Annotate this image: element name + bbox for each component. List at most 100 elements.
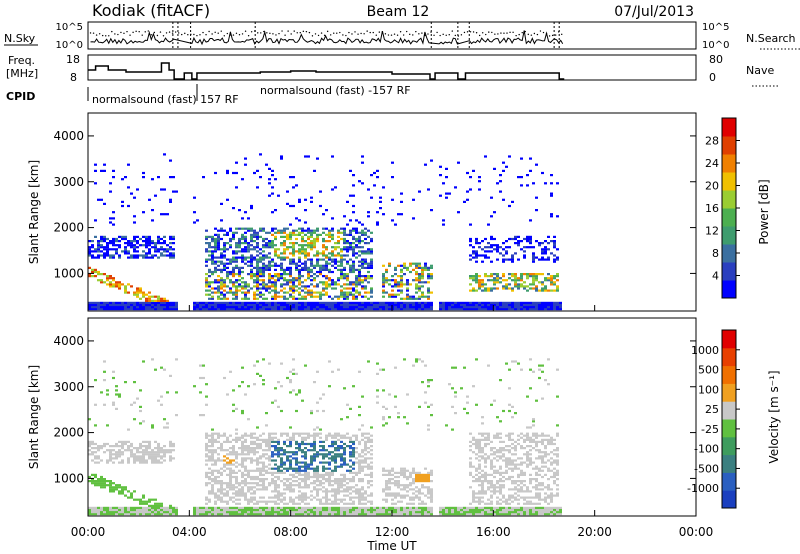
velocity-cell: [169, 513, 172, 516]
power-cell: [295, 262, 298, 265]
velocity-cell: [391, 502, 394, 505]
power-cell: [217, 291, 220, 294]
velocity-cell: [460, 513, 463, 516]
velocity-cell: [163, 449, 166, 452]
power-cell: [265, 256, 268, 259]
velocity-cell: [292, 511, 295, 514]
power-cell: [505, 301, 508, 304]
velocity-cell: [289, 370, 292, 373]
velocity-cell: [343, 480, 346, 483]
velocity-cell: [337, 453, 340, 456]
power-cell: [523, 287, 526, 290]
velocity-cell: [244, 482, 247, 485]
power-cell: [370, 174, 373, 177]
velocity-cell: [376, 508, 379, 512]
power-cell: [133, 237, 136, 241]
velocity-cell: [460, 506, 463, 509]
velocity-cell: [295, 440, 298, 443]
power-cell: [304, 306, 307, 309]
power-cell: [256, 250, 259, 253]
velocity-cell: [151, 449, 154, 452]
velocity-cell: [304, 432, 307, 435]
velocity-cell: [235, 471, 238, 474]
power-cell: [265, 231, 268, 234]
power-cell: [343, 268, 346, 271]
power-cell: [505, 165, 508, 168]
velocity-cell: [118, 484, 121, 487]
nsearch-point: [396, 34, 399, 36]
power-cell: [478, 308, 481, 311]
velocity-cell: [235, 492, 238, 495]
power-cell: [196, 303, 199, 307]
velocity-cell: [238, 490, 241, 493]
power-cell: [298, 273, 301, 276]
velocity-cell: [442, 511, 445, 514]
power-cell: [388, 306, 391, 309]
power-cell: [214, 237, 217, 241]
power-cell: [289, 233, 292, 236]
power-cell: [337, 264, 340, 267]
velocity-cell: [283, 496, 286, 499]
power-cell: [211, 281, 214, 284]
velocity-cell: [241, 434, 244, 437]
velocity-cell: [415, 511, 418, 514]
power-cell: [106, 301, 109, 304]
power-cell: [133, 246, 136, 249]
power-cell: [331, 237, 334, 241]
velocity-cell: [169, 504, 172, 507]
power-cell: [490, 237, 493, 241]
power-cell: [229, 273, 232, 276]
power-cell: [148, 244, 151, 247]
power-cell: [235, 306, 238, 309]
power-cell: [97, 240, 100, 243]
velocity-cell: [211, 434, 214, 437]
velocity-cell: [406, 422, 409, 425]
power-cell: [499, 277, 502, 280]
power-cell: [316, 229, 319, 232]
velocity-cell: [247, 453, 250, 456]
power-cell: [289, 293, 292, 296]
power-cell: [526, 237, 529, 241]
velocity-cell: [100, 445, 103, 448]
power-cell: [400, 277, 403, 280]
power-cell: [508, 306, 511, 309]
power-cell: [373, 301, 376, 304]
velocity-cell: [271, 451, 274, 454]
velocity-cell: [205, 511, 208, 514]
velocity-cell: [259, 480, 262, 483]
power-cell: [292, 260, 295, 263]
velocity-cell: [118, 445, 121, 448]
power-cell: [331, 155, 334, 158]
power-cell: [211, 254, 214, 257]
nsearch-point: [281, 30, 283, 32]
velocity-cell: [247, 469, 250, 472]
power-cell: [232, 250, 235, 253]
velocity-cell: [355, 447, 358, 450]
velocity-cell: [100, 486, 103, 489]
power-cell: [415, 273, 418, 276]
velocity-cell: [403, 488, 406, 491]
power-cell: [544, 279, 547, 282]
velocity-cell: [304, 447, 307, 450]
power-cell: [493, 306, 496, 309]
velocity-cell: [430, 403, 433, 406]
power-cell: [211, 256, 214, 259]
velocity-cell: [121, 445, 124, 448]
velocity-cell: [109, 459, 112, 462]
power-cell: [499, 174, 502, 177]
power-cell: [304, 285, 307, 288]
power-cell: [346, 248, 349, 251]
velocity-cell: [385, 482, 388, 485]
power-cell: [154, 299, 157, 302]
power-cell: [364, 260, 367, 263]
velocity-cell: [337, 513, 340, 516]
power-cell: [496, 273, 499, 276]
velocity-cell: [325, 506, 328, 509]
velocity-cell: [262, 500, 265, 503]
power-cell: [262, 297, 265, 300]
velocity-cell: [367, 467, 370, 470]
power-cell: [409, 297, 412, 300]
power-cell: [286, 281, 289, 284]
power-cell: [280, 303, 283, 307]
power-cell: [262, 244, 265, 247]
